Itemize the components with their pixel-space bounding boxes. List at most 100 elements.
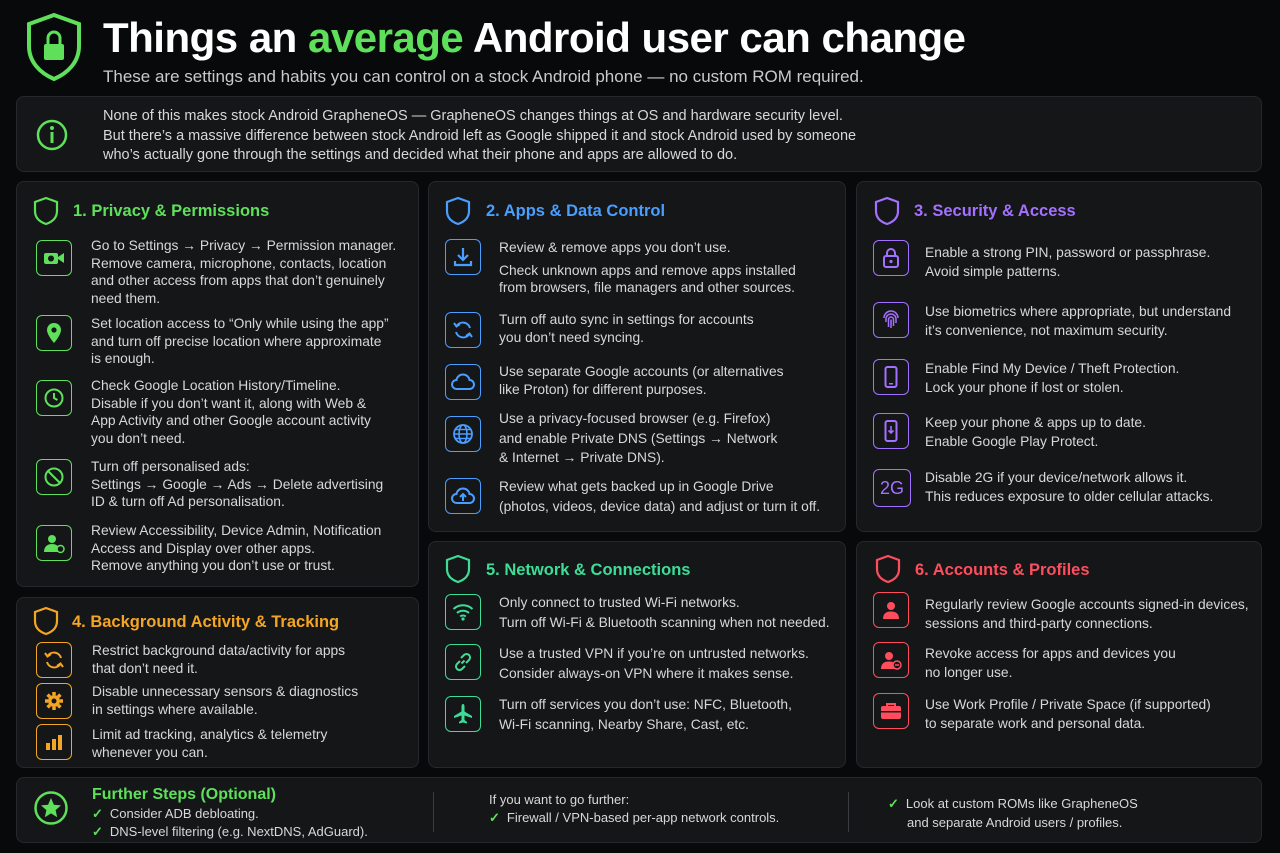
item-line: Enable a strong PIN, password or passphr… [925,245,1211,260]
item-line: Consider always-on VPN where it makes se… [499,665,794,681]
item-line: and enable Private DNS (Settings → Netwo… [499,430,778,446]
item-line: Enable Find My Device / Theft Protection… [925,361,1180,376]
section-title: 4. Background Activity & Tracking [72,613,340,631]
wifi-icon [445,594,481,630]
further-title: Further Steps (Optional) [92,786,276,803]
item-line: Access and Display over other apps. [91,540,315,556]
item-line: Lock your phone if lost or stolen. [925,379,1124,395]
briefcase-icon [873,693,909,729]
item-line: you don’t need. [91,430,186,446]
item-line: Check Google Location History/Timeline. [91,378,341,393]
info-line: None of this makes stock Android Graphen… [103,108,843,124]
gear-icon [36,683,72,719]
item-line: Limit ad tracking, analytics & telemetry [92,727,328,742]
item-line: Avoid simple patterns. [925,263,1061,279]
2g-icon: 2G [873,469,911,507]
user-icon [873,592,909,628]
page-title: Things an average Android user can chang… [103,14,966,61]
section-background: 4. Background Activity & Tracking Restri… [16,597,419,768]
lock-icon [873,240,909,276]
item-line: Turn off services you don’t use: NFC, Bl… [499,697,792,712]
shield-icon [33,196,59,226]
section-security: 3. Security & Access Enable a strong PIN… [856,181,1262,532]
item-line: and other access from apps that don’t ge… [91,273,385,288]
item-line: Disable unnecessary sensors & diagnostic… [92,684,359,699]
item-line: it’s convenience, not maximum security. [925,322,1168,338]
item-line: to separate work and personal data. [925,715,1146,731]
section-network: 5. Network & Connections Only connect to… [428,541,846,768]
airplane-icon [445,696,481,732]
download-icon [445,239,481,275]
item-line: Revoke access for apps and devices you [925,646,1176,661]
item-line: Turn off personalised ads: [91,459,250,474]
item-line: you don’t need syncing. [499,329,644,345]
section-title: 3. Security & Access [914,202,1076,220]
item-line: Enable Google Play Protect. [925,433,1099,449]
further-item: DNS-level filtering (e.g. NextDNS, AdGua… [109,824,368,839]
item-line: Settings → Google → Ads → Delete adverti… [91,476,384,492]
user-settings-icon [36,525,72,561]
cloud-icon [445,364,481,400]
item-line: Review Accessibility, Device Admin, Noti… [91,523,382,538]
further-item: Look at custom ROMs like GrapheneOS [905,796,1138,811]
shield-icon [875,554,901,584]
item-line: need them. [91,290,161,306]
item-line: and turn off precise location where appr… [91,333,382,349]
sync-icon [445,312,481,348]
2g-label: 2G [879,477,904,498]
item-line: like Proton) for different purposes. [499,381,707,397]
phone-icon [873,359,909,395]
section-title: 1. Privacy & Permissions [73,202,270,220]
item-line: Use a trusted VPN if you’re on untrusted… [499,646,809,661]
section-accounts: 6. Accounts & Profiles Regularly review … [856,541,1262,768]
check-icon: ✓ [888,796,899,811]
check-icon: ✓ [489,810,500,825]
fingerprint-icon [873,302,909,338]
item-line: from browsers, file managers and other s… [499,280,795,295]
section-title: 5. Network & Connections [486,561,691,579]
refresh-icon [36,642,72,678]
divider [433,792,434,832]
item-line: (photos, videos, device data) and adjust… [499,498,821,514]
item-line: Use biometrics where appropriate, but un… [925,304,1231,319]
star-icon [34,791,68,825]
further-item: and separate Android users / profiles. [907,815,1123,830]
info-line: But there’s a massive difference between… [103,127,857,144]
item-line: This reduces exposure to older cellular … [925,488,1214,504]
item-line: ID & turn off Ad personalisation. [91,494,285,509]
phone-update-icon [873,413,909,449]
item-line: Disable if you don’t want it, along with… [91,395,367,411]
item-line: Review & remove apps you don’t use. [499,240,731,255]
item-line: Go to Settings → Privacy → Permission ma… [91,238,397,253]
item-line: App Activity and other Google account ac… [91,413,371,428]
item-line: & Internet → Private DNS). [499,450,665,465]
item-line: Wi-Fi scanning, Nearby Share, Cast, etc. [499,716,749,732]
shield-icon [874,196,900,226]
link-icon [445,644,481,680]
item-line: Only connect to trusted Wi-Fi networks. [499,595,740,610]
item-line: Remove anything you don’t use or trust. [91,558,335,573]
clock-icon [36,380,72,416]
user-remove-icon [873,642,909,678]
item-line: whenever you can. [92,744,208,760]
item-line: is enough. [91,351,155,366]
section-privacy: 1. Privacy & Permissions Go to Settings … [16,181,419,587]
shield-icon [445,554,471,584]
globe-icon [445,416,481,452]
section-title: 6. Accounts & Profiles [915,561,1090,579]
item-line: Remove camera, microphone, contacts, loc… [91,255,387,271]
shield-lock-icon [27,12,81,82]
page-subtitle: These are settings and habits you can co… [103,67,864,86]
further-item: Consider ADB debloating. [109,806,259,821]
further-intro: If you want to go further: [489,792,630,807]
item-line: Regularly review Google accounts signed-… [925,597,1249,612]
no-ads-icon [36,459,72,495]
item-line: sessions and third-party connections. [925,615,1153,631]
item-line: Turn off auto sync in settings for accou… [499,312,754,327]
item-line: Review what gets backed up in Google Dri… [499,479,774,494]
item-line: Use separate Google accounts (or alterna… [499,364,784,379]
item-line: Keep your phone & apps up to date. [925,415,1146,430]
cloud-upload-icon [445,478,481,514]
item-line: Set location access to “Only while using… [91,316,389,331]
info-line: who’s actually gone through the settings… [103,147,738,163]
